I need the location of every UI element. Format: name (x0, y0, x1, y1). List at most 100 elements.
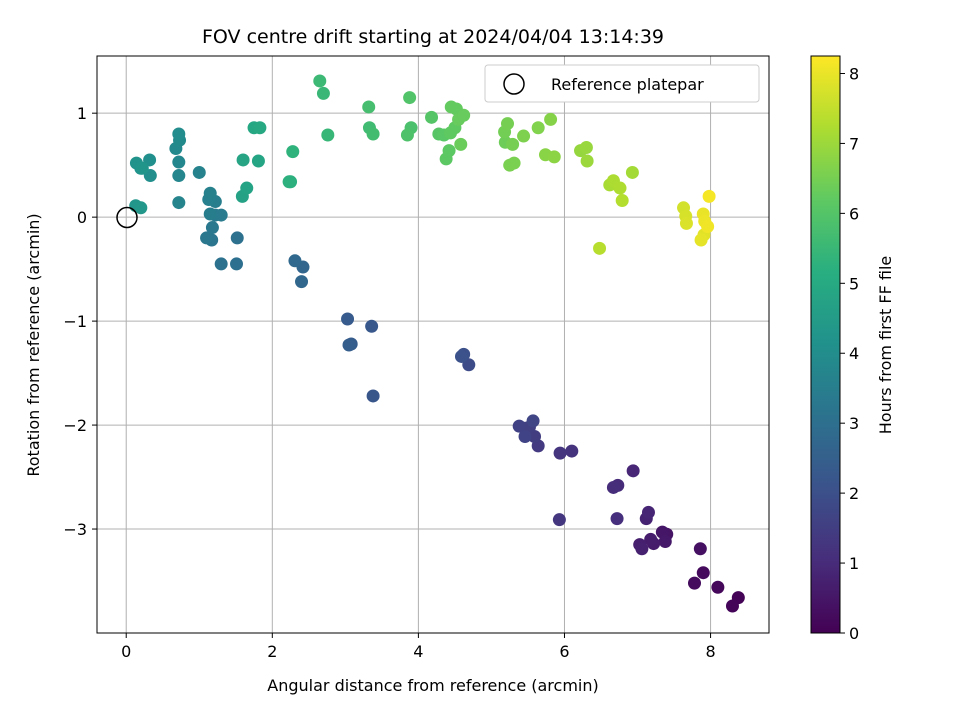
data-point (687, 576, 701, 590)
colorbar-tick-label: 6 (849, 204, 859, 223)
data-point (635, 542, 649, 556)
data-point (288, 254, 302, 268)
colorbar-tick-label: 4 (849, 344, 859, 363)
colorbar-tick-label: 3 (849, 414, 859, 433)
axis-ticks: 0 2 4 6 8 −3 −2 −1 0 1 (63, 104, 715, 661)
legend-marker-icon (503, 73, 525, 95)
data-point (454, 137, 468, 151)
data-point (251, 154, 265, 168)
data-point (457, 108, 471, 122)
chart-title: FOV centre drift starting at 2024/04/04 … (202, 26, 664, 48)
colorbar-tick-label: 2 (849, 484, 859, 503)
data-point (313, 74, 327, 88)
data-point (626, 464, 640, 478)
data-point (625, 165, 639, 179)
colorbar-label: Hours from first FF file (876, 256, 895, 435)
data-point (613, 181, 627, 195)
y-tick-label: 0 (77, 208, 87, 227)
data-points (129, 74, 745, 613)
grid-lines (97, 56, 769, 633)
data-point (135, 161, 149, 175)
x-axis-label: Angular distance from reference (arcmin) (267, 676, 598, 695)
data-point (240, 181, 254, 195)
data-point (547, 150, 561, 164)
data-point (544, 112, 558, 126)
data-point (214, 257, 228, 271)
data-point (658, 535, 672, 549)
data-point (286, 145, 300, 159)
y-tick-label: 1 (77, 104, 87, 123)
data-point (696, 566, 710, 580)
data-point (321, 128, 335, 142)
data-point (172, 196, 186, 210)
data-point (641, 505, 655, 519)
data-point (454, 349, 468, 363)
data-point (362, 100, 376, 114)
legend-entry-reference: Reference platepar (551, 75, 704, 94)
colorbar-tick-label: 0 (849, 624, 859, 643)
data-point (580, 154, 594, 168)
data-point (253, 121, 267, 135)
data-point (702, 189, 716, 203)
colorbar: 0 1 2 3 4 5 6 7 8 Hours from first FF file (810, 55, 895, 643)
data-point (694, 233, 708, 247)
colorbar-gradient (810, 55, 841, 634)
data-point (526, 414, 540, 428)
data-point (517, 129, 531, 143)
y-tick-label: −2 (63, 416, 87, 435)
data-point (506, 137, 520, 151)
y-axis-label: Rotation from reference (arcmin) (24, 213, 43, 476)
data-point (501, 117, 515, 131)
data-point (192, 165, 206, 179)
data-point (341, 312, 355, 326)
data-point (442, 144, 456, 158)
plot-frame (96, 55, 770, 634)
data-point (553, 446, 567, 460)
y-tick-label: −3 (63, 520, 87, 539)
data-point (282, 175, 296, 189)
data-point (512, 419, 526, 433)
data-point (230, 231, 244, 245)
data-point (679, 216, 693, 230)
data-point (593, 241, 607, 255)
x-tick-label: 8 (705, 642, 715, 661)
y-tick-label: −1 (63, 312, 87, 331)
data-point (203, 186, 217, 200)
reference-platepar-marker (116, 206, 138, 229)
data-point (565, 444, 579, 458)
data-point (203, 207, 217, 221)
data-point (403, 91, 417, 105)
data-point (693, 542, 707, 556)
colorbar-tick-label: 1 (849, 554, 859, 573)
data-point (425, 110, 439, 124)
data-point (316, 86, 330, 100)
data-point (606, 480, 620, 494)
legend: Reference platepar (484, 64, 760, 103)
data-point (610, 512, 624, 526)
data-point (230, 257, 244, 271)
x-tick-label: 2 (267, 642, 277, 661)
data-point (295, 275, 309, 289)
colorbar-ticks: 0 1 2 3 4 5 6 7 8 (840, 64, 859, 643)
data-point (342, 338, 356, 352)
data-point (725, 599, 739, 613)
data-point (579, 140, 593, 154)
data-point (711, 580, 725, 594)
data-point (400, 128, 414, 142)
colorbar-tick-label: 8 (849, 64, 859, 83)
data-point (615, 194, 629, 208)
colorbar-tick-label: 5 (849, 274, 859, 293)
data-point (531, 121, 545, 135)
x-tick-label: 0 (121, 642, 131, 661)
data-point (134, 201, 148, 215)
legend-box (484, 64, 760, 103)
data-point (366, 389, 380, 403)
colorbar-tick-label: 7 (849, 134, 859, 153)
data-point (200, 231, 214, 245)
data-point (365, 319, 379, 333)
data-point (701, 220, 715, 234)
data-point (644, 532, 658, 546)
data-point (507, 156, 521, 170)
data-point (172, 155, 186, 169)
